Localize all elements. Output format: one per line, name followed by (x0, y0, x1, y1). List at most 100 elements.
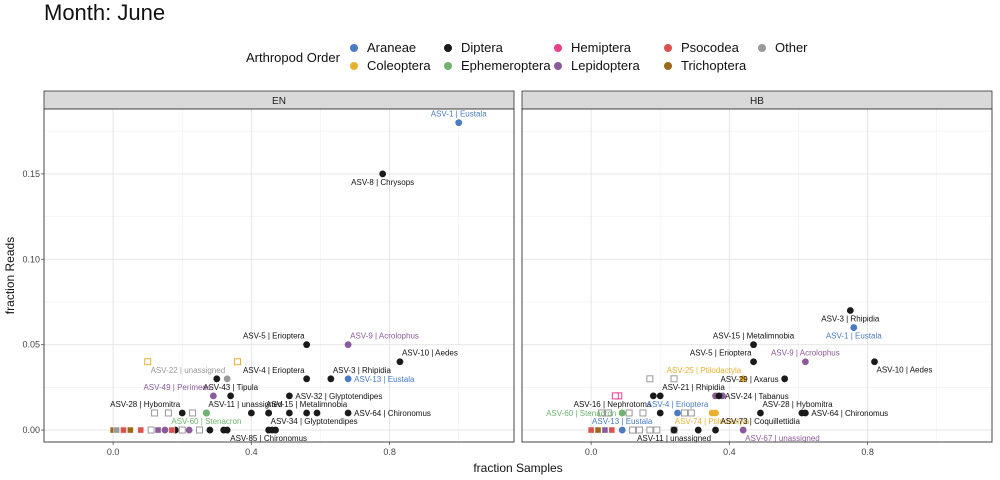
data-point (285, 392, 293, 400)
data-point (801, 358, 809, 366)
data-point (313, 409, 321, 417)
point-label: ASV-15 | Metalimnobia (266, 400, 348, 409)
data-point (670, 375, 678, 383)
data-point (247, 409, 255, 417)
data-point (871, 358, 878, 366)
legend-item-trichoptera: Trichoptera (664, 58, 746, 73)
point-label: ASV-64 | Chironomus (354, 409, 431, 418)
x-tick-label: 0.4 (245, 447, 258, 457)
data-point (597, 409, 605, 417)
data-point (272, 426, 279, 434)
y-tick-label: 0.00 (22, 425, 40, 435)
point-label: ASV-4 | Eriopterа (243, 366, 305, 375)
data-point (608, 426, 616, 434)
data-point (739, 426, 747, 434)
legend-item-araneae: Araneae (350, 40, 416, 55)
data-point (670, 426, 678, 434)
legend-label: Diptera (461, 40, 503, 55)
x-tick-label: 0.4 (723, 447, 736, 457)
x-tick-label: 0.0 (585, 447, 598, 457)
data-point (344, 409, 352, 417)
point-label: ASV-64 | Chironomus (811, 409, 888, 418)
point-label: ASV-13 | Eustala (354, 375, 415, 384)
data-point (185, 426, 193, 434)
data-point (213, 375, 221, 383)
x-tick-label: 0.8 (383, 447, 396, 457)
legend-label: Trichoptera (681, 58, 747, 73)
legend-label: Coleoptera (367, 58, 431, 73)
point-label: ASV-28 | Hybomitra (762, 400, 833, 409)
data-point (798, 409, 806, 417)
data-point (646, 426, 654, 434)
data-point (656, 392, 664, 400)
point-label: ASV-5 | Eriopterа (690, 349, 752, 358)
legend-swatch (444, 61, 452, 70)
data-point (750, 341, 757, 349)
data-point (223, 375, 231, 383)
data-point (227, 392, 235, 400)
legend-item-other: Other (758, 40, 808, 55)
legend-label: Hemiptera (571, 40, 631, 55)
data-point (850, 324, 858, 331)
data-point (649, 392, 657, 400)
data-point (646, 375, 654, 383)
data-point (220, 426, 228, 434)
point-label: ASV-74 | Ptilodactyla (675, 417, 750, 426)
legend-item-psocodea: Psocodea (664, 40, 739, 55)
facet-strip-label: EN (272, 96, 286, 107)
facet-strip-label: HB (750, 96, 764, 107)
panel-background (522, 109, 992, 442)
panel-border (521, 108, 993, 443)
data-point (203, 409, 210, 417)
data-point (708, 409, 716, 417)
data-point (653, 426, 661, 434)
data-point (303, 341, 311, 349)
data-point (846, 307, 854, 314)
data-point (178, 426, 186, 434)
legend-title: Arthropod Order (246, 50, 340, 65)
point-label: ASV-10 | Aedes (877, 366, 933, 375)
data-point (587, 426, 595, 434)
point-label: ASV-43 | Tipula (203, 383, 259, 392)
data-point (636, 426, 643, 434)
point-label: ASV-8 | Chrysops (351, 178, 414, 187)
point-label: ASV-85 | Chironomus (230, 434, 307, 443)
legend-item-coleoptera: Coleoptera (350, 58, 431, 73)
data-point (594, 426, 602, 434)
legend-item-ephemeroptera: Ephemeroptera (444, 58, 551, 73)
point-label: ASV-49 | Perimede (143, 383, 211, 392)
point-label: ASV-21 | Rhipidia (662, 383, 725, 392)
x-tick-label: 0.0 (107, 447, 120, 457)
data-point (327, 375, 335, 383)
point-label: ASV-10 | Aedes (402, 349, 458, 358)
data-point (750, 358, 757, 366)
legend-label: Other (775, 40, 808, 55)
legend-label: Ephemeroptera (461, 58, 551, 73)
data-point (396, 358, 404, 366)
point-label: ASV-9 | Acrolophus (350, 332, 419, 341)
legend-swatch (664, 61, 672, 70)
x-tick-label: 0.8 (861, 447, 874, 457)
data-point (164, 409, 172, 417)
data-point (178, 409, 186, 417)
point-label: ASV-16 | Nephrotoma (574, 400, 652, 409)
legend-swatch (758, 43, 766, 52)
legend-swatch (664, 43, 672, 52)
panel-background (44, 109, 514, 442)
data-point (265, 409, 273, 417)
data-point (113, 426, 120, 434)
point-label: ASV-11 | unassigned (637, 434, 711, 443)
data-point (196, 426, 204, 434)
legend-label: Lepidoptera (571, 58, 640, 73)
data-point (625, 409, 633, 417)
data-point (601, 426, 609, 434)
legend-swatch (350, 43, 358, 52)
point-label: ASV-24 | Tabanus (725, 392, 789, 401)
point-label: ASV-1 | Eustala (826, 332, 882, 341)
point-label: ASV-60 | Stenacron (546, 409, 616, 418)
data-point (639, 409, 647, 417)
data-point (629, 426, 637, 434)
data-point (344, 375, 352, 383)
x-axis-label: fraction Samples (473, 461, 562, 475)
point-label: ASV-25 | Ptilodactyla (667, 366, 742, 375)
